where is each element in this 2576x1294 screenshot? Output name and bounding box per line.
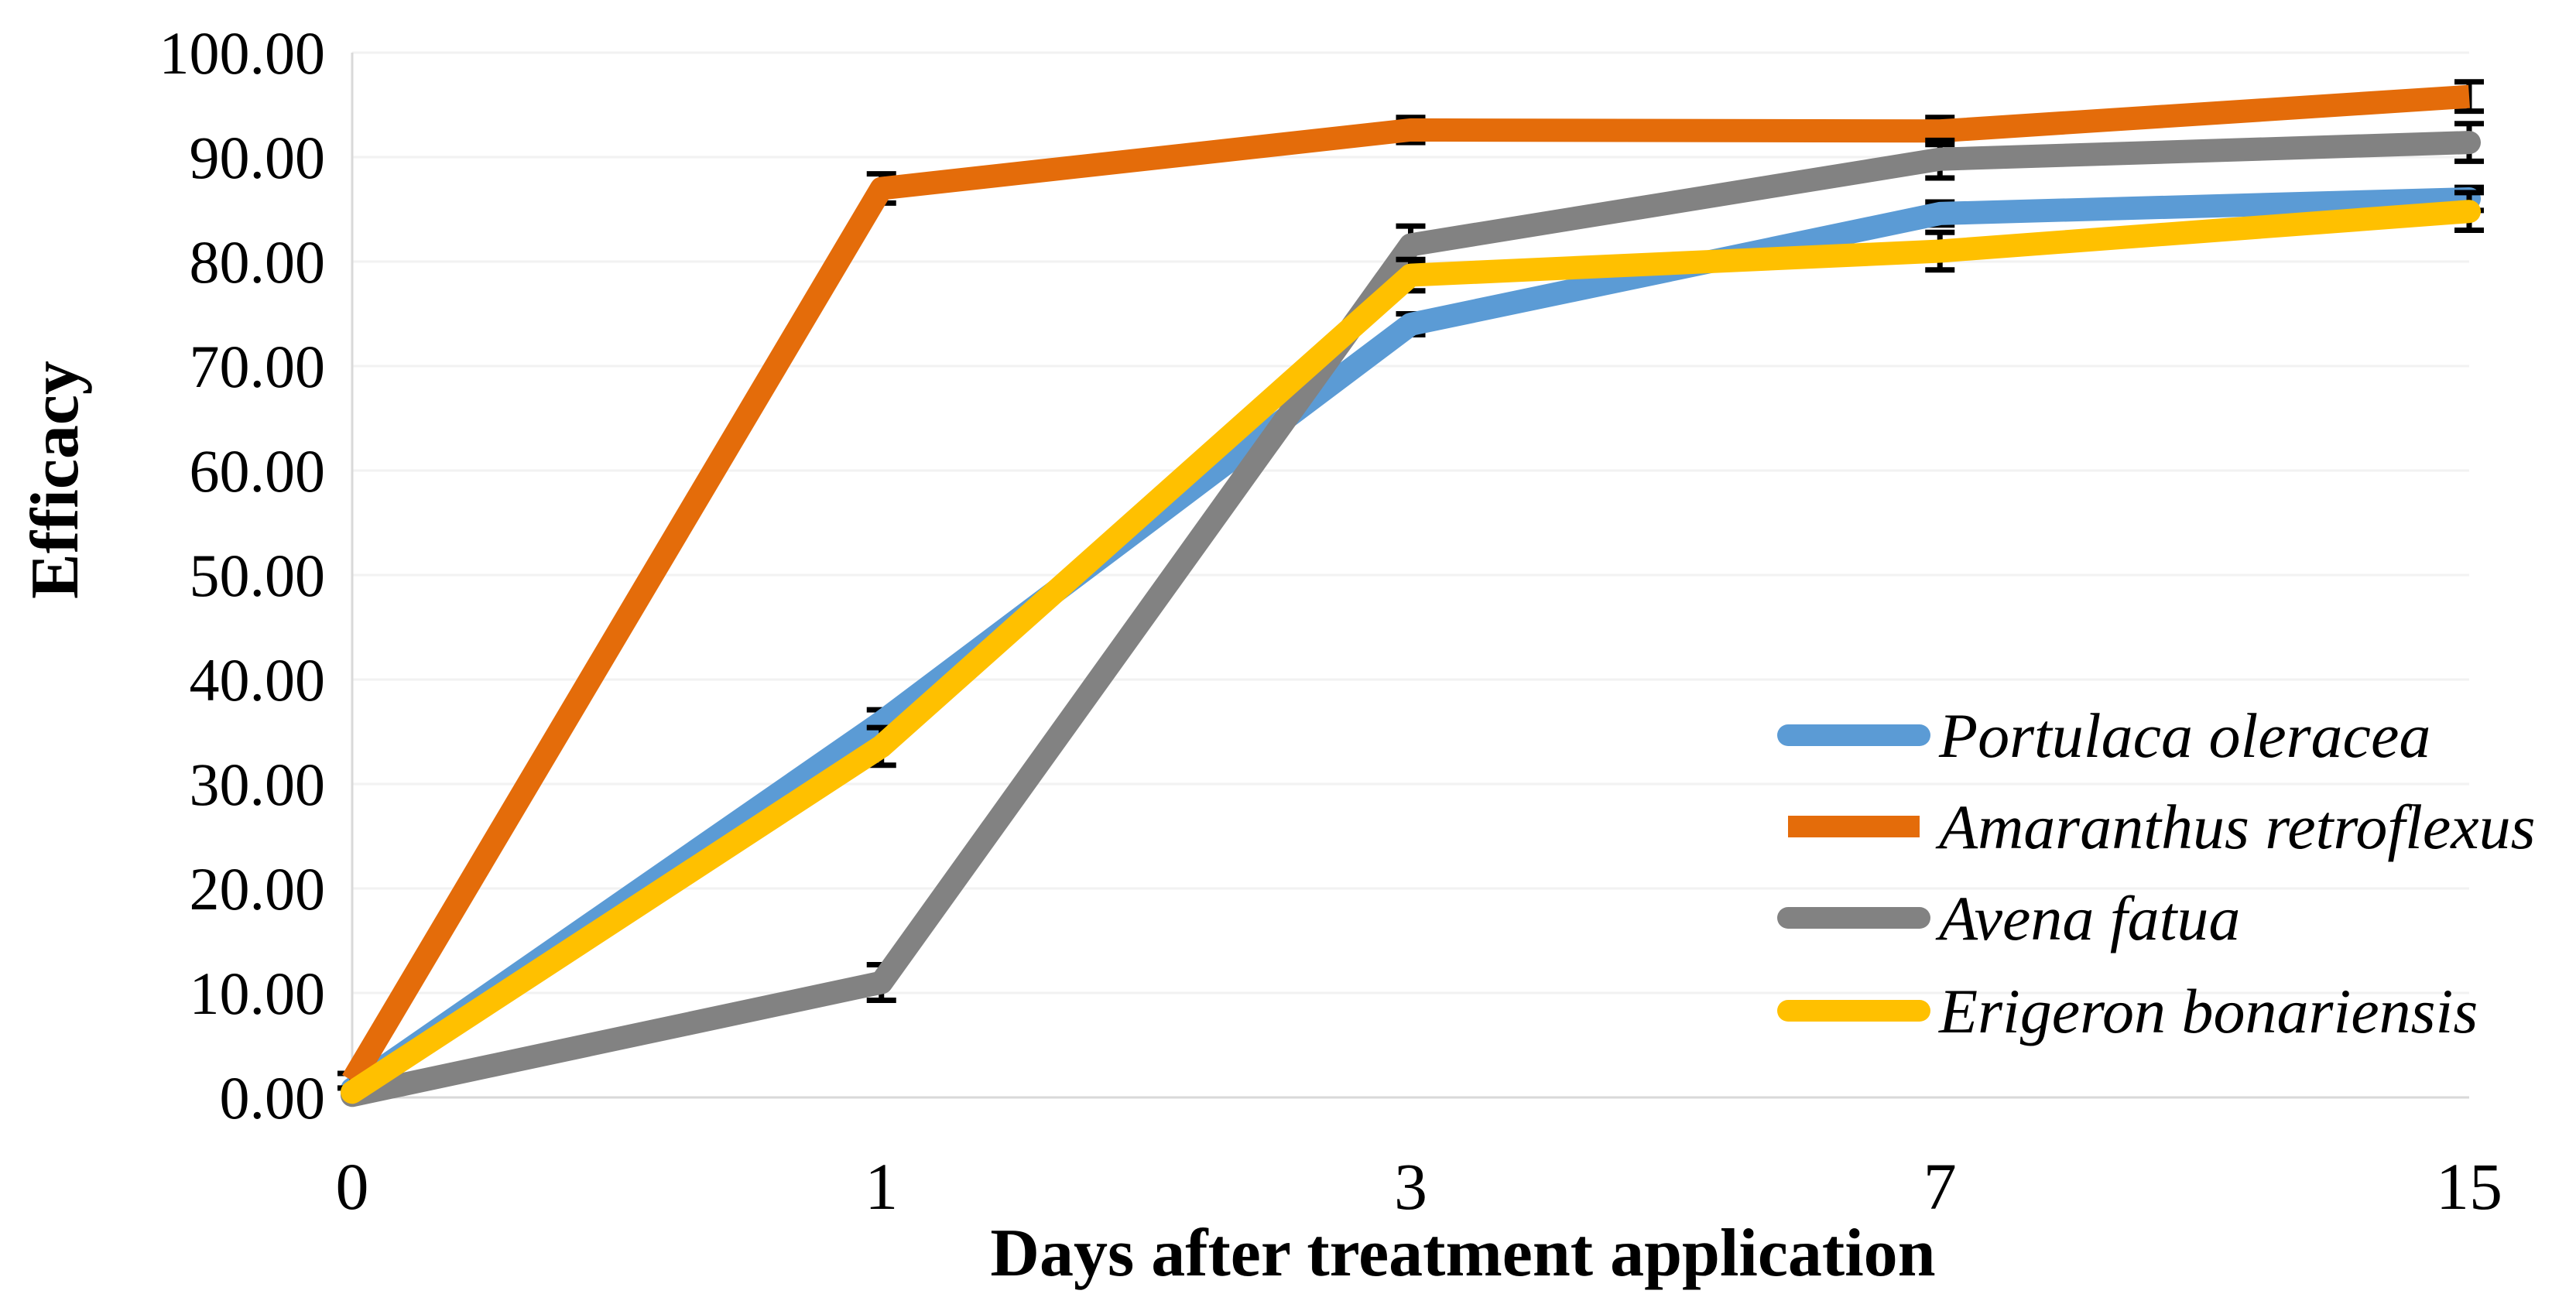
x-tick-label: 3 <box>1394 1149 1427 1224</box>
x-tick-label: 0 <box>336 1149 369 1224</box>
legend-item: Erigeron bonariensis <box>1777 976 2478 1046</box>
y-tick-label: 60.00 <box>190 437 326 505</box>
y-tick-label: 20.00 <box>190 855 326 923</box>
y-tick-label: 50.00 <box>190 542 326 609</box>
x-tick-label: 15 <box>2436 1149 2502 1224</box>
legend-item: Avena fatua <box>1777 883 2240 953</box>
series-group <box>337 79 2484 1107</box>
legend-label: Avena fatua <box>1935 883 2240 953</box>
y-tick-label: 30.00 <box>190 751 326 818</box>
y-tick-labels-group: 0.00 10.00 20.00 30.00 40.00 50.00 60.00 70.00 8… <box>159 19 326 1131</box>
x-tick-label: 7 <box>1923 1149 1957 1224</box>
x-tick-label: 1 <box>865 1149 898 1224</box>
y-axis-title: Efficacy <box>18 361 93 599</box>
legend-label: Amaranthus retroflexus <box>1935 792 2536 862</box>
y-tick-label: 90.00 <box>190 124 326 191</box>
series-line <box>341 131 2481 1107</box>
series-amaranthus-retroflexus <box>337 79 2484 1091</box>
series-line <box>341 200 2481 1104</box>
y-tick-label: 10.00 <box>190 960 326 1027</box>
y-tick-label: 0.00 <box>220 1064 326 1131</box>
legend-label: Portulaca oleracea <box>1938 700 2430 771</box>
legend: Portulaca oleracea Amaranthus retroflexus… <box>1777 700 2536 1046</box>
y-tick-label: 80.00 <box>190 228 326 296</box>
axes-group <box>351 53 2469 1099</box>
legend-label: Erigeron bonariensis <box>1938 976 2478 1046</box>
x-tick-labels-group: 0 1 3 7 15 <box>336 1149 2503 1224</box>
series-erigeron-bonariensis <box>341 190 2484 1104</box>
series-line <box>341 187 2481 1101</box>
legend-item: Amaranthus retroflexus <box>1788 792 2536 862</box>
y-tick-label: 40.00 <box>190 646 326 714</box>
series-portulaca-oleracea <box>341 184 2484 1101</box>
y-tick-label: 70.00 <box>190 333 326 400</box>
legend-item: Portulaca oleracea <box>1777 700 2430 771</box>
y-tick-label: 100.00 <box>159 19 326 87</box>
x-axis-title: Days after treatment application <box>990 1216 1935 1291</box>
series-line <box>342 84 2470 1087</box>
